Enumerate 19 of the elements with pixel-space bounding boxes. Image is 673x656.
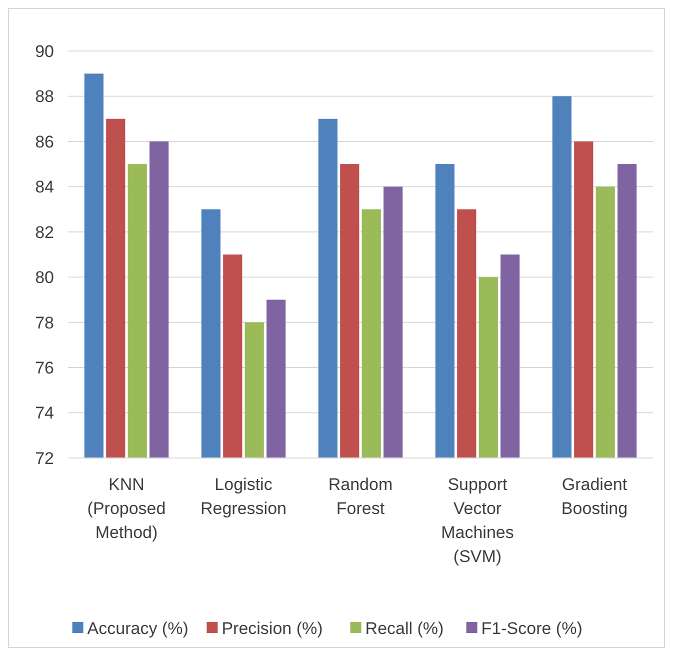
y-tick-label: 84 — [35, 178, 54, 197]
x-tick-label: Logistic Regression — [200, 475, 286, 518]
y-tick-label: 76 — [35, 358, 54, 378]
y-tick-label: 88 — [35, 87, 54, 106]
legend-label: F1-Score (%) — [481, 618, 582, 638]
x-tick-label: Random Forest — [328, 475, 393, 518]
x-tick-label: Gradient Boosting — [561, 475, 628, 518]
y-tick-label: 78 — [35, 313, 54, 332]
y-tick-label: 80 — [35, 268, 54, 288]
legend-label: Accuracy (%) — [87, 618, 188, 638]
y-tick-label: 72 — [35, 448, 54, 468]
legend-label: Precision (%) — [222, 618, 323, 638]
y-tick-label: 74 — [35, 404, 54, 423]
x-tick-label: KNN (Proposed Method) — [87, 475, 166, 542]
y-tick-label: 82 — [35, 222, 54, 242]
legend-label: Recall (%) — [365, 618, 444, 638]
x-tick-label: Support Vector Machines (SVM) — [441, 475, 514, 566]
y-tick-label: 90 — [35, 42, 54, 61]
y-tick-label: 86 — [35, 132, 54, 152]
